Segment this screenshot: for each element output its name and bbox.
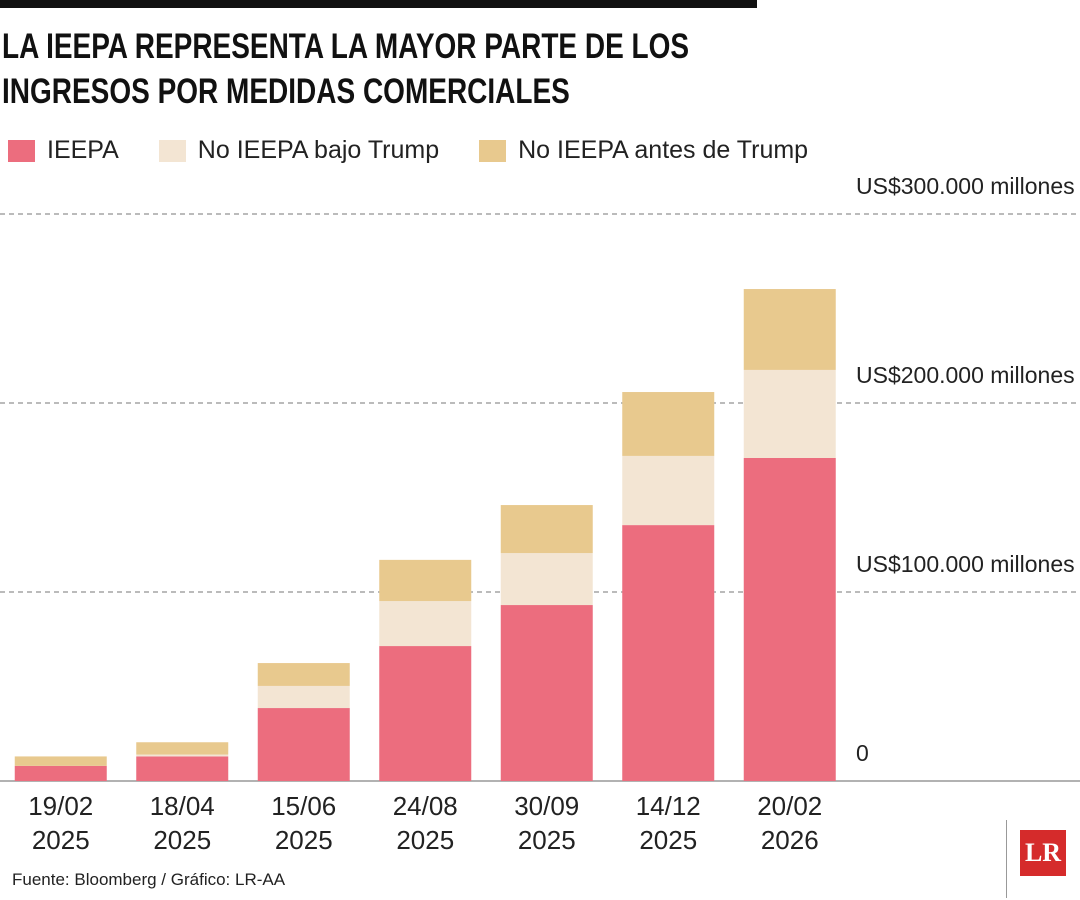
bar-segment — [136, 756, 229, 781]
bar-segment — [743, 369, 836, 458]
x-tick-label: 18/04 2025 — [149, 791, 215, 855]
legend-label: No IEEPA bajo Trump — [197, 136, 440, 164]
source: Fuente: Bloomberg / Gráfico: LR-AA — [12, 870, 286, 889]
x-tick-label: 15/06 2025 — [271, 791, 337, 855]
legend-swatch — [479, 139, 507, 162]
bar-segment — [136, 742, 229, 755]
y-tick-label: US$300.000 millones — [856, 173, 1075, 199]
bar-segment — [500, 605, 593, 781]
bar-segment — [257, 708, 350, 781]
logo: LR — [1020, 830, 1066, 876]
bar-segment — [622, 455, 715, 526]
legend-label: No IEEPA antes de Trump — [518, 136, 809, 164]
bar-segment — [136, 754, 229, 757]
bar-segment — [379, 559, 472, 602]
bar-segment — [743, 289, 836, 370]
bar-segment — [257, 685, 350, 709]
y-tick-label: US$200.000 millones — [856, 362, 1075, 388]
x-tick-label: 24/08 2025 — [392, 791, 458, 855]
bar-segment — [379, 601, 472, 647]
legend-item: No IEEPA antes de Trump — [479, 136, 808, 165]
bar-segment — [500, 553, 593, 606]
chart-title: LA IEEPA REPRESENTA LA MAYOR PARTE DE LO… — [2, 27, 690, 111]
legend-item: IEEPA — [8, 136, 119, 165]
x-tick-label: 20/02 2026 — [757, 791, 823, 855]
legend-item: No IEEPA bajo Trump — [158, 136, 440, 165]
bar-segment — [257, 663, 350, 686]
legend-swatch — [158, 139, 186, 162]
bar-segment — [622, 392, 715, 456]
bar-segment — [622, 525, 715, 781]
bar-segment — [14, 756, 107, 766]
x-tick-label: 14/12 2025 — [635, 791, 701, 855]
legend-label: IEEPA — [47, 136, 119, 164]
y-tick-label: 0 — [856, 740, 869, 766]
x-tick-label: 30/09 2025 — [514, 791, 580, 855]
top-rule — [0, 0, 757, 8]
legend-swatch — [8, 139, 35, 162]
legend: IEEPA No IEEPA bajo Trump No IEEPA antes d… — [8, 136, 808, 165]
y-tick-label: US$100.000 millones — [856, 551, 1075, 577]
x-tick-label: 19/02 2025 — [28, 791, 94, 855]
bar-segment — [14, 765, 107, 781]
bar-segment — [500, 505, 593, 554]
bar-segment — [379, 646, 472, 781]
bar-segment — [743, 457, 836, 781]
divider — [1006, 820, 1007, 898]
